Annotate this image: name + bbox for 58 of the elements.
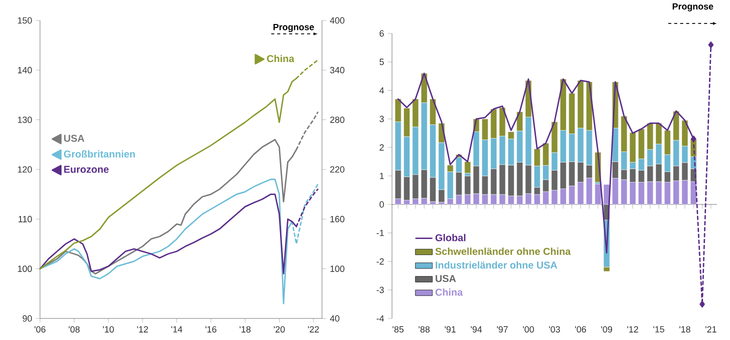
x-tick-label: '08 (68, 326, 80, 332)
y2-tick-label: 100 (330, 265, 344, 272)
legend-label: Global (435, 234, 466, 242)
text: Prognose (672, 3, 714, 12)
y-tick-label: -1 (376, 230, 384, 236)
y-tick-label: -4 (376, 315, 384, 322)
annotation: Prognose (273, 24, 314, 32)
y-tick-label: 120 (18, 166, 32, 172)
x-tick-label: '22 (308, 326, 319, 332)
x-tick-label: '85 (392, 326, 404, 332)
x-tick-label: '91 (444, 326, 456, 332)
y2-tick-label: 40 (330, 315, 340, 322)
legend-label: USA (436, 274, 456, 282)
x-tick-label: '15 (653, 326, 664, 332)
legend-label: Industrieländer ohne USA (436, 261, 558, 268)
x-tick-label: '94 (470, 326, 482, 332)
legend-label: China (266, 54, 294, 62)
y2-tick-label: 400 (330, 17, 344, 24)
legend-label: USA (64, 134, 84, 142)
y-tick-label: 90 (22, 315, 32, 322)
y2-tick-label: 340 (330, 66, 344, 74)
y2-tick-label: 220 (330, 166, 344, 172)
y-tick-label: 150 (18, 17, 32, 24)
y-tick-label: 140 (18, 66, 32, 74)
y-tick-label: 0 (380, 201, 384, 208)
x-tick-label: '97 (496, 326, 508, 332)
x-tick-label: '06 (34, 326, 46, 332)
y-tick-label: 4 (379, 87, 384, 94)
x-tick-label: '03 (549, 326, 560, 332)
legend-label: Schwellenländer ohne China (435, 247, 571, 255)
x-tick-label: '18 (240, 326, 251, 332)
y-tick-label: 5 (380, 58, 384, 65)
y-tick-label: 3 (380, 116, 384, 122)
x-tick-label: '18 (679, 326, 690, 332)
legend-label: Großbritannien (64, 150, 135, 158)
legend-label: China (435, 288, 463, 296)
x-tick-label: '06 (575, 326, 586, 332)
x-tick-label: '21 (706, 326, 716, 332)
x-tick-label: '12 (137, 326, 148, 332)
y2-tick-label: 280 (330, 116, 344, 123)
x-tick-label: '16 (206, 326, 216, 332)
x-tick-label: '20 (274, 326, 285, 332)
y-tick-label: 100 (18, 265, 32, 272)
y-tick-label: -3 (376, 286, 384, 293)
y-tick-label: 130 (18, 116, 32, 123)
x-tick-label: '12 (627, 326, 638, 332)
y-tick-label: 2 (380, 144, 384, 150)
y-tick-label: 1 (380, 172, 384, 179)
y-tick-label: -2 (376, 258, 384, 264)
x-tick-label: '14 (171, 326, 182, 332)
legend-label: Eurozone (64, 166, 109, 173)
x-tick-label: '88 (418, 326, 430, 332)
x-tick-label: '10 (102, 326, 114, 332)
y2-tick-label: 160 (330, 216, 344, 222)
x-tick-label: '09 (601, 326, 612, 332)
y-tick-label: 6 (380, 30, 384, 36)
y-tick-label: 110 (18, 216, 32, 222)
x-tick-label: '00 (523, 326, 534, 332)
